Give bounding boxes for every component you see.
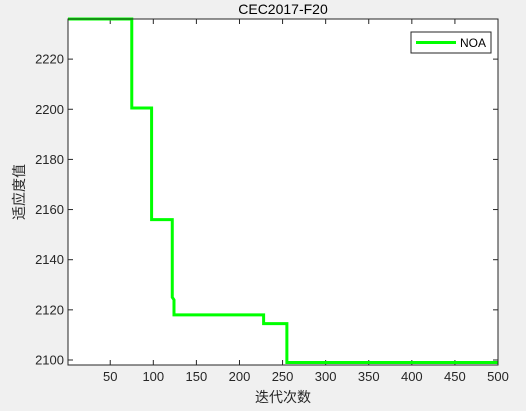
series-line-noa	[68, 17, 498, 364]
x-tick-label: 300	[315, 369, 337, 384]
x-tick-label: 150	[186, 369, 208, 384]
y-tick-label: 2120	[35, 302, 64, 317]
x-tick-label: 50	[103, 369, 117, 384]
plot-frame	[67, 18, 499, 366]
y-axis-label: 适应度值	[11, 164, 28, 220]
x-tick-label: 400	[401, 369, 423, 384]
x-axis-label: 迭代次数	[255, 390, 311, 406]
y-tick-label: 2200	[35, 102, 64, 117]
y-tick-label: 2180	[35, 152, 64, 167]
y-tick-label: 2100	[35, 352, 64, 367]
plot-area	[68, 19, 498, 365]
chart-title: CEC2017-F20	[238, 1, 328, 17]
x-tick-label: 350	[358, 369, 380, 384]
y-axis-ticks: 2100 2120 2140 2160 2180 2200 2220	[35, 52, 498, 367]
legend-label: NOA	[460, 36, 486, 50]
series-layer	[68, 17, 498, 364]
y-tick-label: 2220	[35, 52, 64, 67]
x-axis-ticks: 50 100 150 200 250 300 350 400 450 500	[103, 19, 509, 384]
x-tick-label: 200	[229, 369, 251, 384]
y-tick-label: 2140	[35, 252, 64, 267]
x-tick-label: 250	[272, 369, 294, 384]
x-tick-label: 450	[444, 369, 466, 384]
legend: NOA	[410, 31, 492, 54]
x-tick-label: 500	[487, 369, 509, 384]
y-tick-label: 2160	[35, 202, 64, 217]
x-tick-label: 100	[142, 369, 164, 384]
